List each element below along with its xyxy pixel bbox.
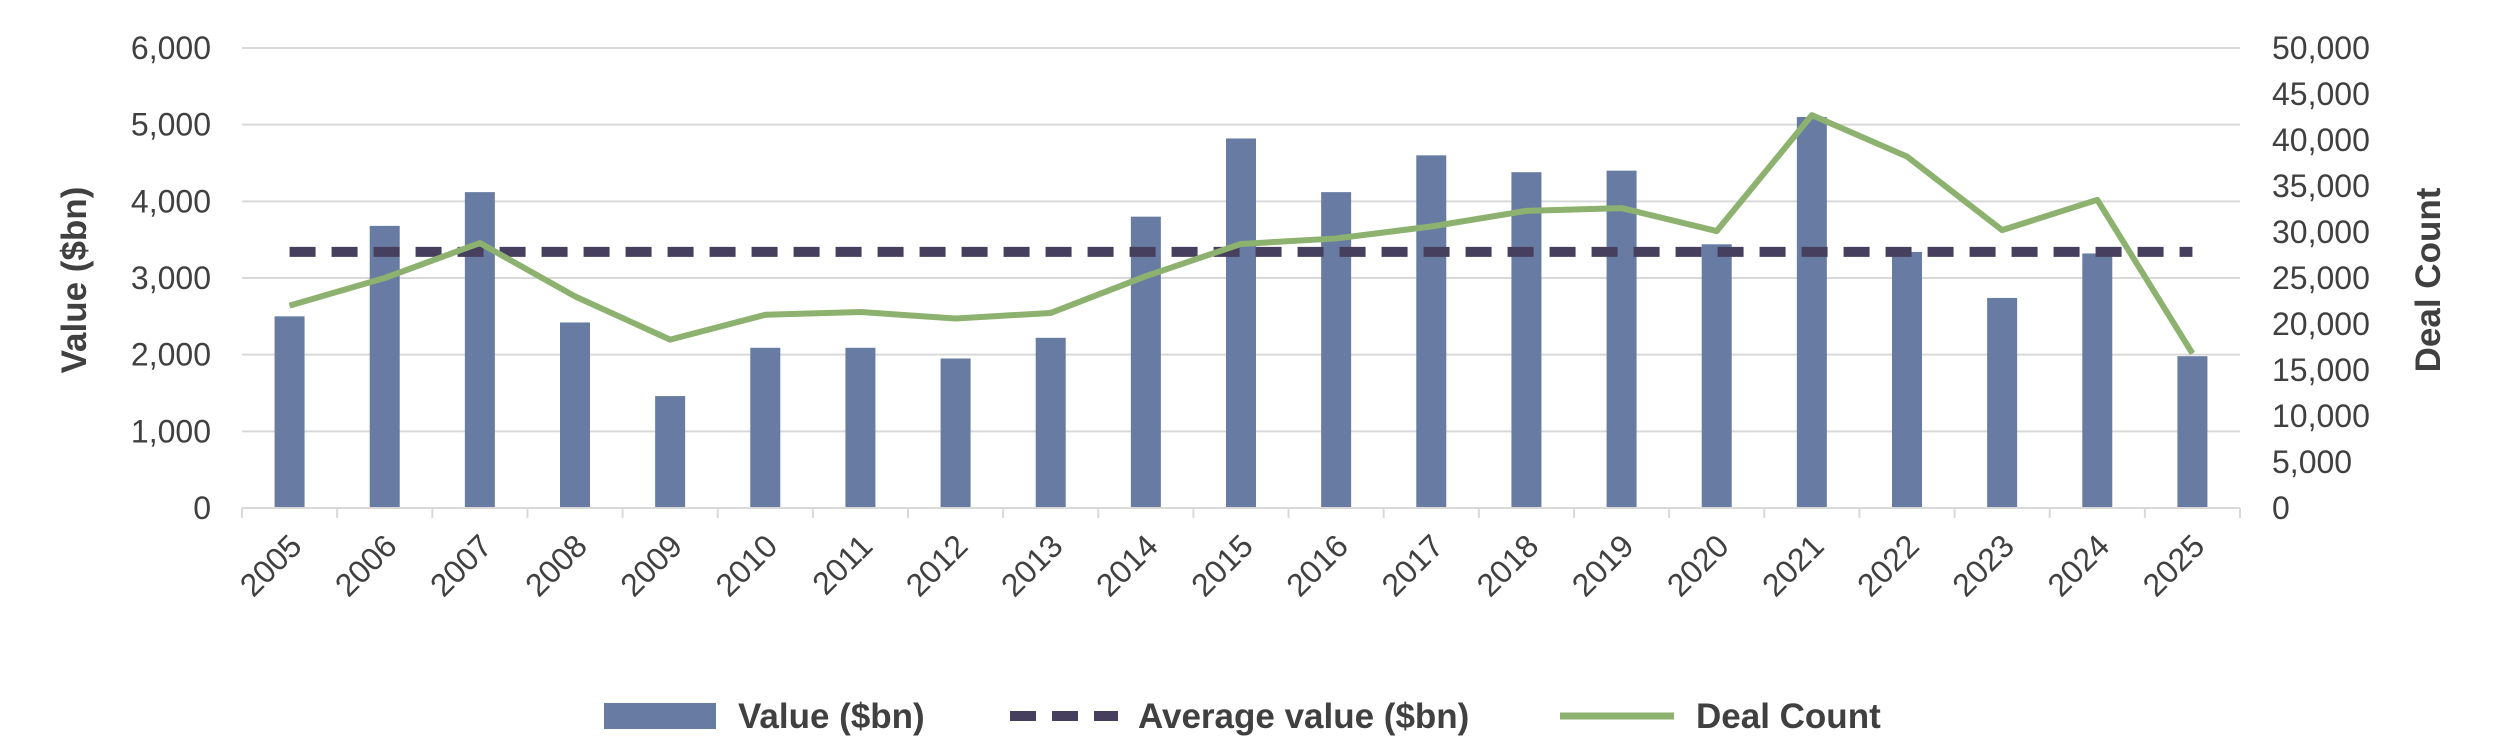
bar-2011 [845, 347, 876, 508]
deal-count-point-2021 [1811, 114, 1813, 116]
bar-2007 [464, 192, 495, 508]
x-tick-label-2007: 2007 [423, 527, 499, 603]
x-tick-label-2025: 2025 [2136, 527, 2212, 603]
right-tick-label-2: 10,000 [2272, 398, 2370, 434]
deal-count-point-2016 [1335, 237, 1337, 239]
deal-count-point-2006 [384, 277, 386, 279]
legend-label-average: Average value ($bn) [1138, 697, 1469, 736]
left-tick-label-5: 5,000 [131, 107, 211, 143]
deal-count-point-2022 [1906, 156, 1908, 158]
right-axis-title: Deal Count [2409, 187, 2448, 372]
right-tick-label-10: 50,000 [2272, 30, 2370, 66]
deal-count-point-2018 [1525, 210, 1527, 212]
deal-count-point-2019 [1621, 207, 1623, 209]
x-tick-label-2019: 2019 [1565, 527, 1641, 603]
deal-count-point-2009 [669, 339, 671, 341]
x-tick-label-2008: 2008 [518, 527, 594, 603]
x-tick-label-2023: 2023 [1945, 527, 2021, 603]
bar-2025 [2177, 356, 2208, 508]
x-tick-label-2006: 2006 [328, 527, 404, 603]
x-tick-label-2010: 2010 [708, 527, 784, 603]
right-y-tick-labels: 0 5,000 10,000 15,000 20,000 25,000 30,000 35,0… [2272, 30, 2370, 526]
right-tick-label-3: 15,000 [2272, 352, 2370, 388]
right-tick-label-9: 45,000 [2272, 76, 2370, 112]
deal-count-point-2024 [2096, 199, 2098, 201]
x-tick-label-2021: 2021 [1755, 527, 1831, 603]
deal-count-point-2011 [859, 311, 861, 313]
right-tick-label-1: 5,000 [2272, 444, 2352, 480]
x-tick-label-2017: 2017 [1374, 527, 1450, 603]
x-tick-label-2005: 2005 [233, 527, 309, 603]
bar-2009 [655, 396, 686, 508]
deal-count-point-2014 [1145, 275, 1147, 277]
right-tick-label-8: 40,000 [2272, 122, 2370, 158]
x-tick-label-2016: 2016 [1279, 527, 1355, 603]
x-tick-label-2013: 2013 [994, 527, 1070, 603]
left-axis-title: Value ($bn) [55, 187, 94, 374]
bar-2010 [750, 347, 781, 508]
left-tick-label-1: 1,000 [131, 413, 211, 449]
legend: Value ($bn) Average value ($bn) Deal Cou… [604, 697, 1881, 736]
deal-count-point-2015 [1240, 243, 1242, 245]
x-tick-label-2009: 2009 [613, 527, 689, 603]
x-tick-label-2011: 2011 [805, 527, 879, 601]
bar-2006 [369, 225, 400, 508]
x-tick-label-2012: 2012 [899, 527, 975, 603]
deal-count-point-2005 [289, 305, 291, 307]
bar-2013 [1035, 337, 1066, 508]
bar-2022 [1892, 251, 1922, 508]
left-tick-label-0: 0 [193, 490, 211, 526]
bar-2015 [1226, 138, 1256, 508]
right-tick-label-5: 25,000 [2272, 260, 2370, 296]
bar-2014 [1130, 216, 1161, 508]
bar-2008 [560, 322, 590, 508]
bar-2021 [1796, 117, 1827, 508]
deal-count-point-2007 [479, 242, 481, 244]
left-tick-label-3: 3,000 [131, 260, 211, 296]
left-tick-label-2: 2,000 [131, 337, 211, 373]
x-tick-label-2015: 2015 [1184, 527, 1260, 603]
left-tick-label-6: 6,000 [131, 30, 211, 66]
deal-count-point-2013 [1050, 312, 1052, 314]
right-tick-label-4: 20,000 [2272, 306, 2370, 342]
x-tick-label-2024: 2024 [2040, 527, 2116, 603]
bar-2019 [1606, 170, 1637, 508]
x-tick-label-2014: 2014 [1089, 527, 1165, 603]
deal-count-point-2020 [1716, 230, 1718, 232]
legend-label-value: Value ($bn) [738, 697, 925, 736]
left-tick-label-4: 4,000 [131, 183, 211, 219]
bar-2005 [274, 316, 305, 508]
left-y-tick-labels: 0 1,000 2,000 3,000 4,000 5,000 6,000 [131, 30, 211, 526]
bar-2023 [1987, 297, 2018, 508]
deal-count-point-2008 [574, 295, 576, 297]
deal-count-point-2023 [2001, 229, 2003, 231]
bar-2017 [1416, 155, 1447, 509]
axes [241, 507, 2241, 518]
deal-count-point-2010 [764, 314, 766, 316]
bar-2020 [1701, 244, 1732, 508]
deal-count-point-2017 [1430, 225, 1432, 227]
x-tick-label-2020: 2020 [1660, 527, 1736, 603]
legend-swatch-value [604, 703, 716, 729]
bar-2016 [1321, 192, 1352, 508]
x-tick-label-2022: 2022 [1850, 527, 1926, 603]
deal-count-point-2025 [2191, 352, 2193, 354]
legend-label-deal-count: Deal Count [1696, 697, 1881, 736]
right-tick-label-6: 30,000 [2272, 214, 2370, 250]
bar-2024 [2082, 253, 2113, 508]
x-tick-labels: 2005 2006 2007 2008 2009 2010 2011 2012 2013 2014… [233, 527, 2212, 603]
deal-count-line [288, 112, 2195, 356]
x-tick-label-2018: 2018 [1470, 527, 1546, 603]
right-tick-label-7: 35,000 [2272, 168, 2370, 204]
bar-2018 [1511, 172, 1542, 508]
right-tick-label-0: 0 [2272, 490, 2290, 526]
value-bars [274, 117, 2208, 509]
bar-2012 [940, 358, 971, 508]
deal-count-point-2012 [955, 317, 957, 319]
